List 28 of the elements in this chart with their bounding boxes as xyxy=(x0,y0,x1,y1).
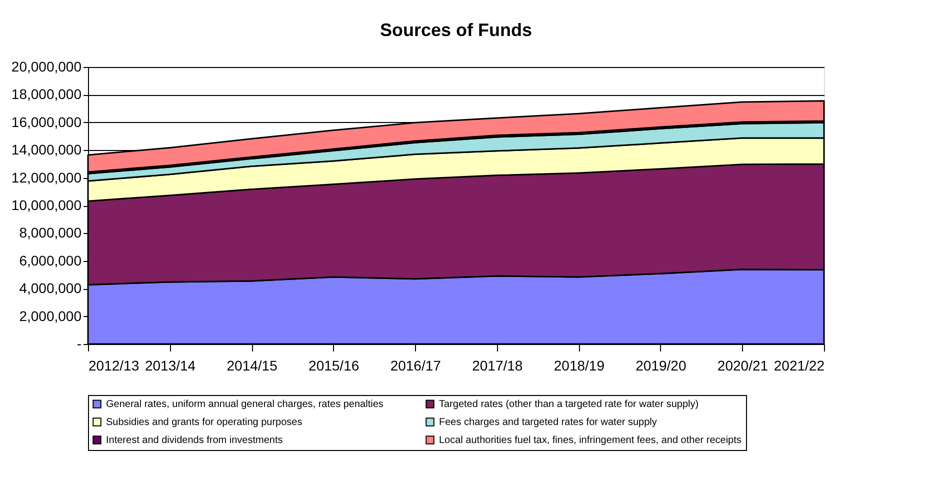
x-tick-label: 2015/16 xyxy=(308,358,360,374)
y-tick-label: 6,000,000 xyxy=(19,252,82,268)
y-tick-label: 20,000,000 xyxy=(11,58,82,74)
legend-label: Subsidies and grants for operating purposes xyxy=(106,417,302,428)
y-tick-label: 2,000,000 xyxy=(19,308,82,324)
y-tick-label: 4,000,000 xyxy=(19,280,82,296)
y-tick-label: 16,000,000 xyxy=(11,114,82,130)
chart-title: Sources of Funds xyxy=(380,20,532,40)
y-tick-label: - xyxy=(76,336,82,352)
legend-label: Fees charges and targeted rates for water supply xyxy=(439,417,657,428)
y-tick-label: 10,000,000 xyxy=(11,197,82,213)
y-tick-label: 8,000,000 xyxy=(19,224,82,241)
y-tick-label: 14,000,000 xyxy=(11,142,82,158)
x-tick-label: 2013/14 xyxy=(144,358,196,374)
y-tick-label: 18,000,000 xyxy=(11,86,82,102)
x-tick-label: 2016/17 xyxy=(390,358,442,374)
x-tick-label: 2019/20 xyxy=(636,358,686,374)
legend-label: General rates, uniform annual general charges, rates penalties xyxy=(106,399,384,410)
x-tick-label: 2018/19 xyxy=(554,358,605,374)
x-tick-label: 2012/13 xyxy=(88,358,140,374)
x-tick-label: 2014/15 xyxy=(226,358,278,374)
x-tick-label: 2021/22 xyxy=(774,358,825,374)
x-tick-label: 2020/21 xyxy=(717,358,768,374)
legend-label: Targeted rates (other than a targeted rate for water supply) xyxy=(439,399,699,410)
y-tick-label: 12,000,000 xyxy=(11,169,82,186)
legend-label: Interest and dividends from investments xyxy=(106,435,283,446)
legend-label: Local authorities fuel tax, fines, infringement fees, and other receipts xyxy=(439,435,742,446)
x-tick-label: 2017/18 xyxy=(472,358,523,374)
